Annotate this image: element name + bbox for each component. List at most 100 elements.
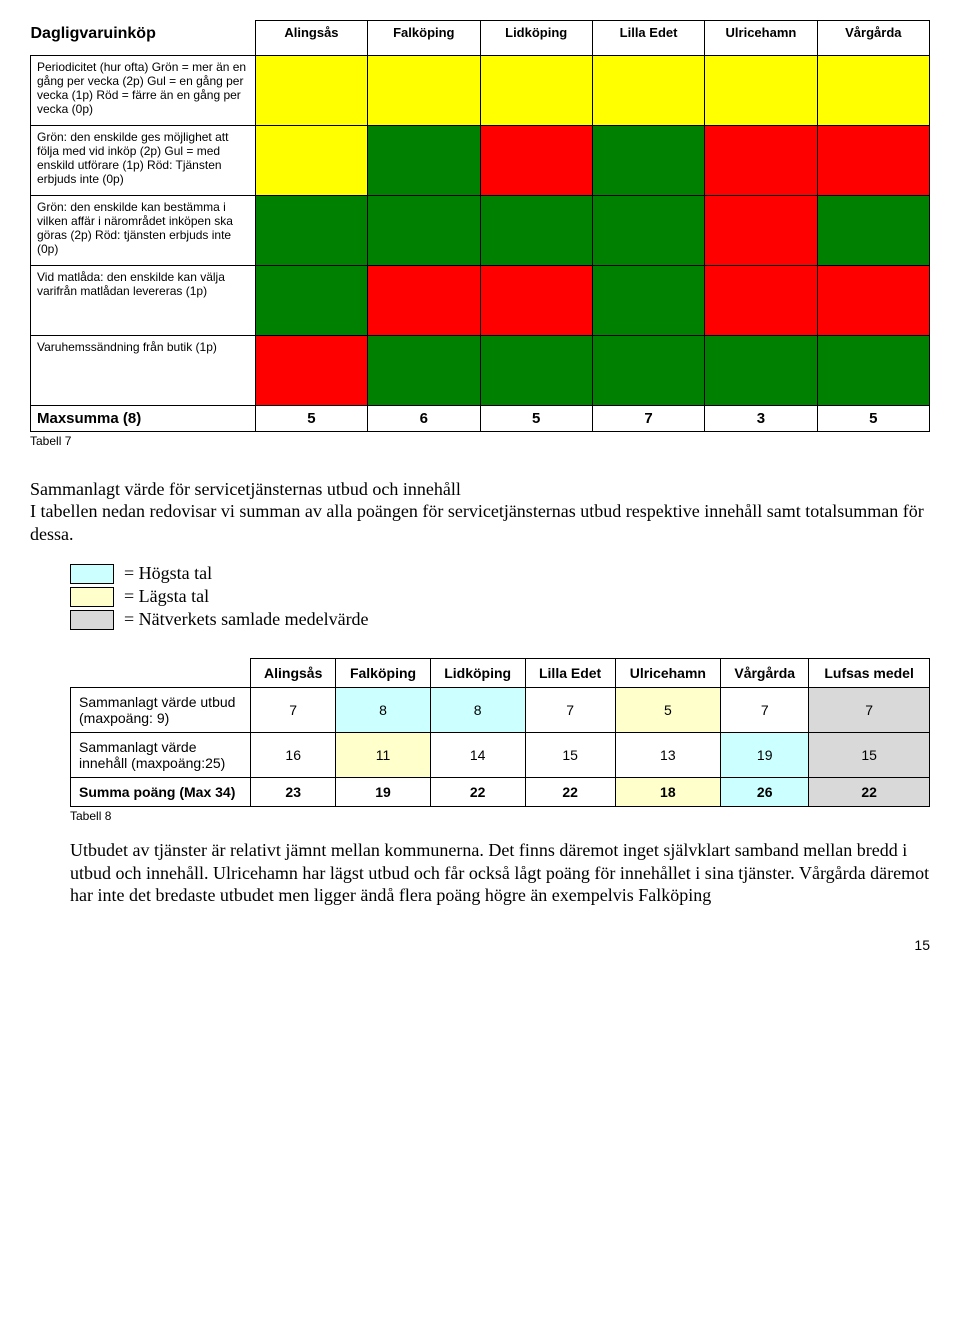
value-cell: 8 (430, 688, 525, 733)
col-header: Ulricehamn (615, 659, 721, 688)
color-cell (817, 265, 929, 335)
color-cell (705, 335, 817, 405)
table1-caption: Tabell 7 (30, 434, 930, 448)
color-cell (592, 125, 704, 195)
legend-row: = Högsta tal (70, 563, 930, 584)
value-cell: 15 (525, 733, 615, 778)
value-cell: 22 (430, 778, 525, 807)
value-cell: 7 (525, 688, 615, 733)
color-cell (817, 335, 929, 405)
col-header: Lilla Edet (525, 659, 615, 688)
value-cell: 15 (809, 733, 930, 778)
col-header: Alingsås (251, 659, 336, 688)
color-cell (255, 335, 367, 405)
color-cell (368, 55, 480, 125)
legend-label: = Nätverkets samlade medelvärde (124, 609, 369, 630)
maxsumma-val: 7 (592, 405, 704, 431)
dagligvaruinkop-table: Dagligvaruinköp Alingsås Falköping Lidkö… (30, 20, 930, 432)
legend-row: = Lägsta tal (70, 586, 930, 607)
maxsumma-val: 6 (368, 405, 480, 431)
maxsumma-val: 5 (817, 405, 929, 431)
value-cell: 13 (615, 733, 721, 778)
value-cell: 18 (615, 778, 721, 807)
color-cell (255, 125, 367, 195)
section-paragraph: Sammanlagt värde för servicetjänsternas … (30, 478, 930, 546)
page-number: 15 (30, 937, 930, 953)
value-cell: 14 (430, 733, 525, 778)
color-cell (705, 265, 817, 335)
empty-corner (71, 659, 251, 688)
color-cell (705, 195, 817, 265)
color-cell (480, 335, 592, 405)
col-header: Lidköping (480, 21, 592, 56)
color-cell (480, 125, 592, 195)
maxsumma-val: 3 (705, 405, 817, 431)
table1-title: Dagligvaruinköp (31, 21, 256, 56)
col-header: Lufsas medel (809, 659, 930, 688)
col-header: Lilla Edet (592, 21, 704, 56)
color-cell (480, 265, 592, 335)
color-cell (255, 55, 367, 125)
legend: = Högsta tal= Lägsta tal= Nätverkets sam… (70, 563, 930, 630)
row-label: Summa poäng (Max 34) (71, 778, 251, 807)
section-heading: Sammanlagt värde för servicetjänsternas … (30, 479, 461, 499)
value-cell: 22 (525, 778, 615, 807)
value-cell: 19 (721, 733, 809, 778)
maxsumma-label: Maxsumma (8) (31, 405, 256, 431)
value-cell: 7 (809, 688, 930, 733)
table2-caption: Tabell 8 (70, 809, 930, 823)
row-label: Varuhemssändning från butik (1p) (31, 335, 256, 405)
color-cell (817, 195, 929, 265)
legend-swatch (70, 564, 114, 584)
value-cell: 7 (721, 688, 809, 733)
maxsumma-val: 5 (255, 405, 367, 431)
maxsumma-val: 5 (480, 405, 592, 431)
row-label: Periodicitet (hur ofta) Grön = mer än en… (31, 55, 256, 125)
legend-row: = Nätverkets samlade medelvärde (70, 609, 930, 630)
summary-table: Alingsås Falköping Lidköping Lilla Edet … (70, 658, 930, 807)
col-header: Vårgårda (817, 21, 929, 56)
value-cell: 26 (721, 778, 809, 807)
color-cell (255, 265, 367, 335)
legend-label: = Lägsta tal (124, 586, 209, 607)
value-cell: 23 (251, 778, 336, 807)
row-label: Grön: den enskilde ges möjlighet att föl… (31, 125, 256, 195)
color-cell (255, 195, 367, 265)
color-cell (480, 55, 592, 125)
color-cell (592, 55, 704, 125)
color-cell (480, 195, 592, 265)
color-cell (817, 125, 929, 195)
value-cell: 11 (336, 733, 430, 778)
legend-label: = Högsta tal (124, 563, 212, 584)
row-label: Vid matlåda: den enskilde kan välja vari… (31, 265, 256, 335)
row-label: Grön: den enskilde kan bestämma i vilken… (31, 195, 256, 265)
color-cell (368, 335, 480, 405)
legend-swatch (70, 587, 114, 607)
value-cell: 19 (336, 778, 430, 807)
value-cell: 7 (251, 688, 336, 733)
col-header: Ulricehamn (705, 21, 817, 56)
row-label: Sammanlagt värde utbud (maxpoäng: 9) (71, 688, 251, 733)
color-cell (817, 55, 929, 125)
color-cell (592, 335, 704, 405)
col-header: Alingsås (255, 21, 367, 56)
color-cell (705, 125, 817, 195)
col-header: Lidköping (430, 659, 525, 688)
color-cell (592, 265, 704, 335)
row-label: Sammanlagt värde innehåll (maxpoäng:25) (71, 733, 251, 778)
color-cell (368, 125, 480, 195)
color-cell (368, 195, 480, 265)
col-header: Falköping (336, 659, 430, 688)
color-cell (592, 195, 704, 265)
value-cell: 5 (615, 688, 721, 733)
section-body: I tabellen nedan redovisar vi summan av … (30, 501, 924, 544)
legend-swatch (70, 610, 114, 630)
col-header: Vårgårda (721, 659, 809, 688)
color-cell (368, 265, 480, 335)
value-cell: 22 (809, 778, 930, 807)
value-cell: 8 (336, 688, 430, 733)
trailing-paragraph: Utbudet av tjänster är relativt jämnt me… (70, 839, 930, 907)
color-cell (705, 55, 817, 125)
value-cell: 16 (251, 733, 336, 778)
col-header: Falköping (368, 21, 480, 56)
